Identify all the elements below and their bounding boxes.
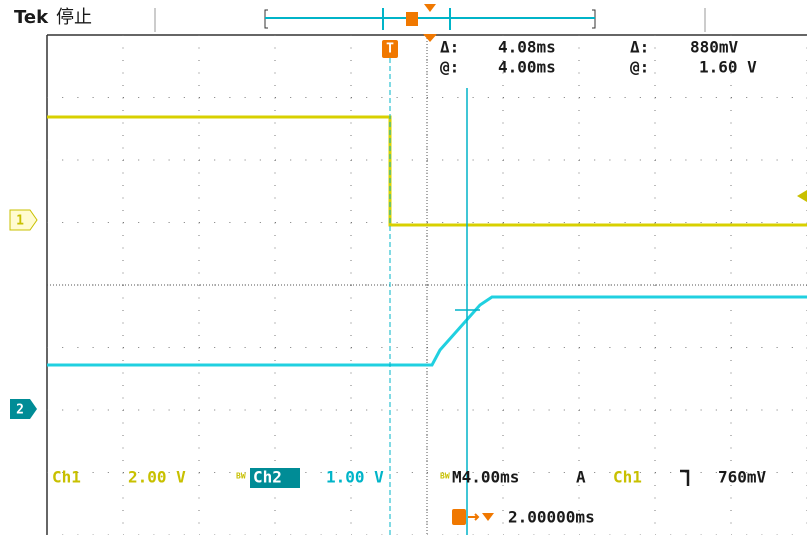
trigger-marker-box — [382, 40, 398, 58]
ch2-trace — [47, 295, 807, 367]
trigger-pos-icon — [406, 12, 418, 26]
ch2-marker — [10, 399, 37, 419]
at-time-label: @: — [440, 58, 459, 77]
at-volt: 1.60 V — [699, 58, 757, 77]
falling-edge-icon — [680, 469, 690, 486]
trigger-source: Ch1 — [613, 468, 642, 487]
ch1-scale: 2.00 V — [128, 468, 186, 487]
delta-time: 4.08ms — [498, 38, 556, 57]
trigger-level: 760mV — [718, 468, 767, 487]
ch1-level-marker — [797, 190, 807, 202]
trigger-arrow — [423, 34, 437, 42]
trigger-marker: T — [386, 42, 394, 57]
delta-volt-label: Δ: — [630, 38, 649, 57]
ch1-marker — [9, 209, 38, 231]
ch1-name: Ch1 — [52, 468, 81, 487]
trigger-position: 2.00000ms — [508, 508, 595, 527]
run-state: 停止 — [56, 7, 92, 28]
delta-volt: 880mV — [690, 38, 739, 57]
ch1-marker-label: 1 — [16, 214, 24, 229]
trigger-pos-arrow — [424, 4, 436, 12]
trigger-mode: A — [576, 468, 586, 487]
at-time: 4.00ms — [498, 58, 556, 77]
at-volt-label: @: — [630, 58, 649, 77]
ch2-bw: BW — [236, 472, 246, 481]
ch2-name: Ch2 — [253, 468, 282, 487]
ch2-scale: 1.00 V — [326, 468, 384, 487]
brand: Tek — [14, 7, 49, 28]
horizontal-scale: M4.00ms — [452, 468, 519, 487]
trigger-pos-triangle — [482, 513, 494, 521]
delta-time-label: Δ: — [440, 38, 459, 57]
timebase-bw: BW — [440, 472, 450, 481]
ch2-name-bg — [250, 468, 300, 488]
trigger-pos-box — [452, 509, 466, 525]
arrow — [468, 513, 480, 521]
ch2-marker-label: 2 — [16, 403, 24, 418]
graticule — [46, 34, 807, 535]
